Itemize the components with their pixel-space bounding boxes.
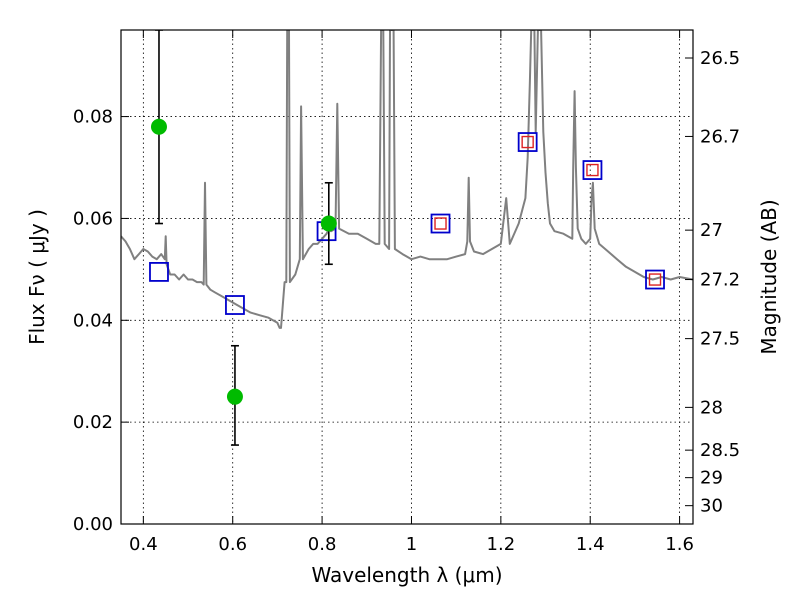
y-axis-title: Flux Fν ( μJy ) bbox=[25, 209, 49, 345]
right-tick-label: 27.5 bbox=[700, 329, 740, 350]
model-photometry-square bbox=[517, 132, 538, 152]
y-tick-label: 0.04 bbox=[73, 310, 113, 331]
model-photometry-square bbox=[645, 269, 665, 290]
right-axis-ticks: 26.5 26.7 27 27.2 27.5 28 28.5 29 30 bbox=[685, 48, 740, 517]
x-tick-label: 0.6 bbox=[218, 534, 247, 555]
x-tick-label: 1.4 bbox=[576, 534, 605, 555]
observed-point bbox=[226, 388, 243, 405]
x-axis-title: Wavelength λ (μm) bbox=[311, 563, 502, 587]
observed-point bbox=[320, 215, 337, 232]
y-axis-ticks: 0.00 0.02 0.04 0.06 0.08 bbox=[73, 107, 129, 535]
right-tick-label: 28.5 bbox=[700, 440, 740, 461]
series bbox=[121, 30, 693, 446]
model-photometry-inner-square bbox=[521, 135, 534, 149]
right-tick-label: 26.7 bbox=[700, 126, 740, 147]
model-photometry-square bbox=[430, 213, 451, 234]
model-spectrum-line bbox=[121, 30, 693, 329]
right-tick-label: 27.2 bbox=[700, 270, 740, 291]
y-tick-label: 0.00 bbox=[73, 514, 113, 535]
right-tick-label: 28 bbox=[700, 397, 723, 418]
x-tick-label: 0.4 bbox=[129, 534, 158, 555]
model-photometry-inner-square bbox=[648, 273, 662, 286]
x-tick-label: 1.2 bbox=[487, 534, 516, 555]
model-photometry-square bbox=[582, 160, 603, 180]
right-tick-label: 30 bbox=[700, 496, 723, 517]
y-tick-label: 0.06 bbox=[73, 208, 113, 229]
plot-area bbox=[121, 30, 693, 524]
observed-point bbox=[150, 118, 167, 135]
right-tick-label: 26.5 bbox=[700, 48, 740, 69]
model-photometry-inner-square bbox=[586, 163, 599, 177]
x-tick-label: 1 bbox=[406, 534, 417, 555]
plot-frame bbox=[120, 29, 694, 525]
x-axis-ticks: 0.4 0.6 0.8 1 1.2 1.4 1.6 bbox=[129, 30, 694, 555]
right-tick-label: 29 bbox=[700, 468, 723, 489]
right-axis-title: Magnitude (AB) bbox=[757, 199, 781, 354]
y-tick-label: 0.08 bbox=[73, 107, 113, 128]
model-photometry-square bbox=[149, 262, 169, 282]
model-photometry-square bbox=[225, 295, 245, 315]
model-photometry-inner-square bbox=[434, 217, 447, 230]
y-tick-label: 0.02 bbox=[73, 412, 113, 433]
x-tick-label: 1.6 bbox=[665, 534, 694, 555]
x-tick-label: 0.8 bbox=[308, 534, 337, 555]
grid bbox=[121, 30, 693, 524]
right-tick-label: 27 bbox=[700, 220, 723, 241]
